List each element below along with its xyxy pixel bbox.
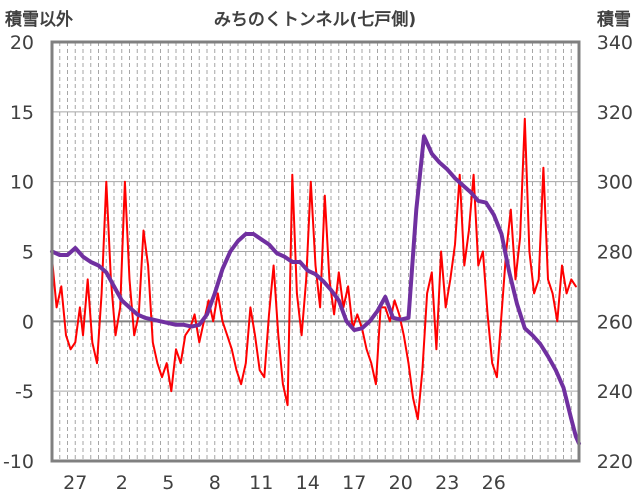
- series-line-purple: [50, 134, 581, 446]
- x-tick-label: 5: [162, 472, 174, 494]
- x-tick-label: 17: [342, 472, 366, 494]
- chart-title: みちのくトンネル(七戸側): [214, 9, 416, 30]
- x-tick-label: 23: [435, 472, 459, 494]
- left-axis-label: 積雪以外: [5, 9, 73, 30]
- right-axis-label: 積雪: [597, 9, 631, 30]
- left-tick-label: 10: [10, 172, 34, 194]
- x-tick-label: 27: [63, 472, 87, 494]
- left-tick-label: 0: [22, 311, 34, 333]
- left-tick-label: 5: [22, 242, 34, 264]
- x-tick-label: 20: [389, 472, 413, 494]
- x-tick-label: 2: [116, 472, 128, 494]
- right-tick-label: 280: [597, 242, 633, 264]
- right-tick-label: 320: [597, 102, 633, 124]
- x-tick-label: 11: [249, 472, 273, 494]
- right-tick-label: 260: [597, 311, 633, 333]
- left-tick-label: -5: [15, 381, 34, 403]
- left-tick-label: -10: [3, 451, 34, 473]
- right-tick-label: 300: [597, 172, 633, 194]
- plot-frame: [50, 40, 581, 463]
- right-tick-label: 340: [597, 32, 633, 54]
- series-line-red: [51, 117, 577, 421]
- right-axis-ticks: 340 320 300 280 260 240 220: [597, 32, 633, 473]
- right-tick-label: 240: [597, 381, 633, 403]
- x-tick-label: 8: [209, 472, 221, 494]
- x-tick-label: 26: [482, 472, 506, 494]
- x-axis-ticks: 27 2 5 8 11 14 17 20 23 26: [63, 472, 506, 494]
- left-axis-ticks: 20 15 10 5 0 -5 -10: [3, 32, 34, 473]
- left-tick-label: 20: [10, 32, 34, 54]
- right-tick-label: 220: [597, 451, 633, 473]
- series-layer: [50, 117, 581, 446]
- x-tick-label: 14: [296, 472, 320, 494]
- left-tick-label: 15: [10, 102, 34, 124]
